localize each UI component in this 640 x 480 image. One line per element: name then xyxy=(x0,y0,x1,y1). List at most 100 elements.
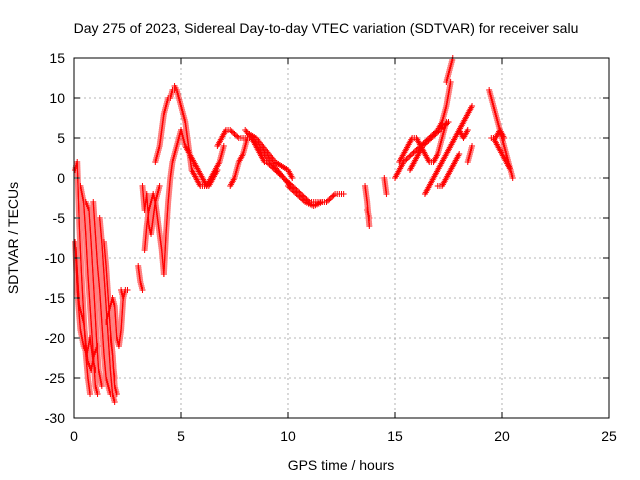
data-point xyxy=(290,188,297,195)
data-point xyxy=(220,143,227,149)
data-point xyxy=(280,175,287,181)
data-point xyxy=(296,193,303,200)
data-point xyxy=(404,155,411,161)
y-tick-label: 0 xyxy=(57,170,65,186)
grid xyxy=(74,58,609,418)
data-point xyxy=(464,127,471,133)
data-point xyxy=(424,139,431,145)
y-tick-label: 15 xyxy=(49,50,65,66)
data-point xyxy=(444,120,451,127)
data-point xyxy=(432,131,439,137)
data-point xyxy=(282,176,289,183)
data-point xyxy=(276,171,283,177)
data-point xyxy=(434,129,441,136)
axis-ticks: 0 5 10 15 20 25 -30 -25 -20 -15 -10 -5 0 5 10 15 xyxy=(45,50,617,444)
data-point xyxy=(469,103,476,109)
data-point xyxy=(509,175,516,181)
data-point xyxy=(228,128,235,135)
data-point xyxy=(469,143,476,149)
data-point xyxy=(324,197,331,204)
x-tick-label: 20 xyxy=(494,428,510,444)
data-point xyxy=(269,164,276,171)
data-point xyxy=(293,191,300,197)
data-point xyxy=(421,141,428,148)
data-point xyxy=(231,131,238,137)
plot-frame xyxy=(73,57,610,419)
data-point xyxy=(227,127,234,133)
data-point xyxy=(263,159,270,165)
y-tick-label: 5 xyxy=(57,130,65,146)
data-point xyxy=(383,191,390,197)
data-point xyxy=(406,153,413,160)
data-point xyxy=(275,169,282,176)
y-tick-label: -25 xyxy=(45,370,65,386)
data-point xyxy=(232,132,239,139)
data-point xyxy=(139,287,146,293)
data-point xyxy=(287,185,294,192)
data-point xyxy=(299,196,306,203)
y-tick-label: -10 xyxy=(45,250,65,266)
y-tick-label: -30 xyxy=(45,410,65,426)
data-point xyxy=(501,135,508,141)
y-tick-label: -20 xyxy=(45,330,65,346)
data-point xyxy=(292,189,299,196)
data-point xyxy=(273,168,280,175)
data-point xyxy=(419,143,426,149)
data-point xyxy=(87,391,94,397)
data-point xyxy=(277,172,284,179)
chart-title: Day 275 of 2023, Sidereal Day-to-day VTE… xyxy=(74,20,579,36)
data-point xyxy=(111,375,118,381)
data-point xyxy=(267,163,274,169)
data-point xyxy=(289,175,296,181)
data-point xyxy=(340,191,347,197)
data-point xyxy=(426,136,433,143)
data-point xyxy=(411,148,418,155)
data-point xyxy=(265,160,272,167)
data-point xyxy=(111,399,118,405)
data-point xyxy=(319,199,326,205)
x-tick-label: 10 xyxy=(280,428,296,444)
data-point xyxy=(428,135,435,141)
data-point xyxy=(442,121,449,128)
x-axis-label: GPS time / hours xyxy=(288,457,395,473)
data-point xyxy=(289,187,296,193)
data-point xyxy=(285,183,291,189)
data-point xyxy=(422,140,429,147)
data-point xyxy=(403,156,410,163)
x-tick-label: 5 xyxy=(177,428,185,444)
data-point xyxy=(326,196,333,203)
data-point xyxy=(330,192,337,199)
data-point xyxy=(230,129,237,136)
data-point xyxy=(94,391,101,397)
data-point xyxy=(266,161,273,168)
data-point xyxy=(410,149,417,156)
data-point xyxy=(214,167,221,173)
data-point xyxy=(425,137,432,144)
data-point xyxy=(300,197,307,204)
data-point xyxy=(98,383,105,389)
x-tick-label: 0 xyxy=(70,428,78,444)
data-point xyxy=(294,192,301,199)
data-point xyxy=(327,195,334,201)
data-point xyxy=(124,287,131,293)
data-point xyxy=(407,152,414,159)
data-point xyxy=(113,391,120,397)
data-point xyxy=(234,133,241,140)
data-points xyxy=(72,55,516,405)
data-point xyxy=(436,127,443,133)
data-point xyxy=(297,195,304,201)
data-point xyxy=(441,123,448,129)
data-point xyxy=(366,215,373,221)
data-point xyxy=(409,151,416,157)
y-tick-label: -15 xyxy=(45,290,65,306)
data-point xyxy=(283,177,290,184)
data-point xyxy=(279,173,286,180)
data-point xyxy=(431,132,438,139)
data-point xyxy=(429,133,436,140)
x-tick-label: 25 xyxy=(601,428,617,444)
data-point xyxy=(439,124,446,131)
y-tick-label: 10 xyxy=(49,90,65,106)
data-point xyxy=(156,183,163,189)
data-point xyxy=(438,125,445,132)
